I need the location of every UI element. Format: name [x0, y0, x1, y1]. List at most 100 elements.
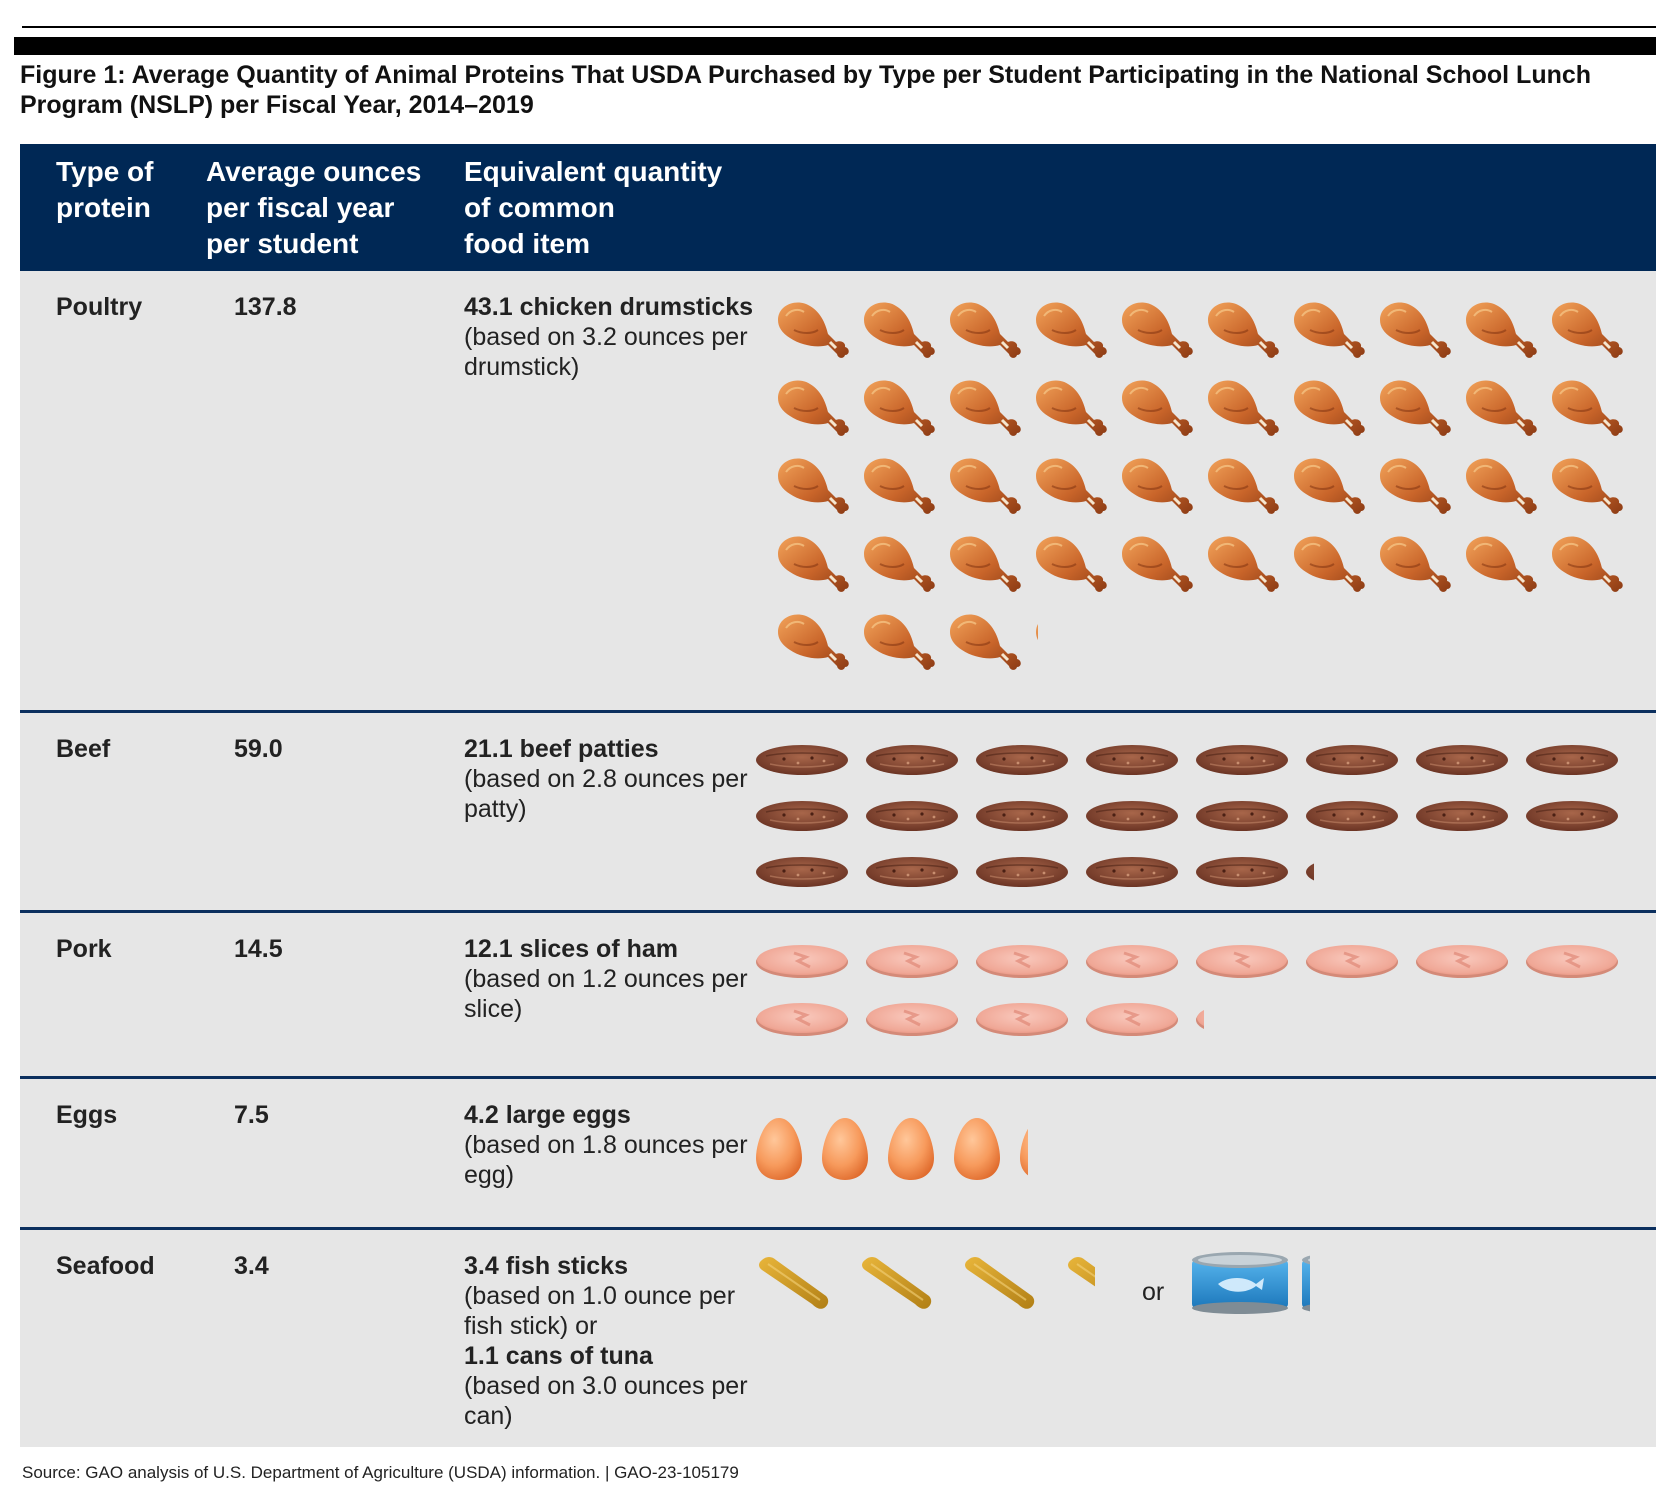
chicken-drumstick-icon	[1202, 296, 1282, 360]
chicken-drumstick-icon	[1460, 296, 1540, 360]
chicken-drumstick-icon	[1202, 530, 1282, 594]
ham-slice-icon	[754, 999, 850, 1039]
chicken-drumstick-icon	[1030, 530, 1110, 594]
egg-icon-grid	[754, 1116, 1154, 1196]
chicken-drumstick-icon	[1030, 608, 1038, 672]
chicken-drumstick-icon	[1202, 374, 1282, 438]
beef-patty-icon	[754, 743, 850, 777]
chicken-drumstick-icon	[1116, 530, 1196, 594]
equivalent-count: 3.4 fish sticks	[464, 1252, 628, 1280]
beef-patty-icon	[1194, 799, 1290, 833]
header-ounces: Average ounces per fiscal year per stude…	[206, 156, 422, 259]
chicken-drumstick-icon	[1030, 452, 1110, 516]
tuna-can-icon-grid	[1190, 1250, 1330, 1330]
chicken-drumstick-icon	[772, 530, 852, 594]
beef-patty-icon	[1084, 855, 1180, 889]
chicken-drumstick-icon	[1374, 296, 1454, 360]
ham-slice-icon	[1304, 941, 1400, 981]
ham-slice-icon	[1194, 999, 1204, 1039]
chicken-drumstick-icon	[944, 530, 1024, 594]
ham-slice-icon	[1084, 941, 1180, 981]
ham-slice-icon	[1084, 999, 1180, 1039]
chicken-drumstick-icon	[944, 452, 1024, 516]
ham-slice-icon	[1414, 941, 1510, 981]
average-ounces: 137.8	[234, 293, 297, 321]
egg-icon	[754, 1116, 804, 1182]
ham-slice-icon	[974, 941, 1070, 981]
chicken-drumstick-icon	[944, 296, 1024, 360]
beef-patty-icon	[1304, 799, 1400, 833]
equivalent-quantity: 3.4 fish sticks (based on 1.0 ounce per …	[464, 1251, 754, 1431]
protein-type: Poultry	[56, 293, 143, 321]
beef-patty-icon	[1304, 743, 1400, 777]
fish-stick-icon	[1063, 1252, 1095, 1312]
patty-icon-grid	[754, 743, 1634, 903]
chicken-drumstick-icon	[1460, 374, 1540, 438]
chicken-drumstick-icon	[858, 530, 938, 594]
tuna-can-icon	[1190, 1250, 1290, 1316]
beef-patty-icon	[1524, 799, 1620, 833]
chicken-drumstick-icon	[1460, 530, 1540, 594]
chicken-drumstick-icon	[1116, 374, 1196, 438]
row-pork: Pork 14.5 12.1 slices of ham (based on 1…	[20, 910, 1656, 1076]
row-eggs: Eggs 7.5 4.2 large eggs (based on 1.8 ou…	[20, 1076, 1656, 1227]
equivalent-basis: (based on 1.8 ounces per egg)	[464, 1131, 748, 1189]
or-label: or	[1142, 1278, 1165, 1306]
chicken-drumstick-icon	[1546, 374, 1626, 438]
source-note: Source: GAO analysis of U.S. Department …	[22, 1463, 739, 1482]
alternative-count: 1.1 cans of tuna	[464, 1342, 653, 1370]
beef-patty-icon	[1194, 743, 1290, 777]
chicken-drumstick-icon	[858, 374, 938, 438]
chicken-drumstick-icon	[772, 608, 852, 672]
equivalent-count: 4.2 large eggs	[464, 1101, 631, 1129]
average-ounces: 3.4	[234, 1252, 269, 1280]
average-ounces: 59.0	[234, 735, 283, 763]
average-ounces: 14.5	[234, 935, 283, 963]
beef-patty-icon	[1084, 799, 1180, 833]
beef-patty-icon	[1084, 743, 1180, 777]
chicken-drumstick-icon	[858, 452, 938, 516]
chicken-drumstick-icon	[1030, 296, 1110, 360]
egg-icon	[886, 1116, 936, 1182]
chicken-drumstick-icon	[772, 452, 852, 516]
average-ounces: 7.5	[234, 1101, 269, 1129]
beef-patty-icon	[864, 855, 960, 889]
figure-title: Figure 1: Average Quantity of Animal Pro…	[20, 61, 1592, 119]
beef-patty-icon	[754, 855, 850, 889]
chicken-drumstick-icon	[1546, 530, 1626, 594]
beef-patty-icon	[974, 855, 1070, 889]
fish-stick-icon	[960, 1252, 1040, 1312]
chicken-drumstick-icon	[1374, 374, 1454, 438]
chicken-drumstick-icon	[1030, 374, 1110, 438]
ham-slice-icon	[864, 999, 960, 1039]
ham-slice-icon	[1194, 941, 1290, 981]
chicken-drumstick-icon	[1460, 452, 1540, 516]
row-beef: Beef 59.0 21.1 beef patties (based on 2.…	[20, 710, 1656, 910]
ham-slice-icon	[864, 941, 960, 981]
protein-type: Eggs	[56, 1101, 118, 1129]
beef-patty-icon	[754, 799, 850, 833]
protein-table: Type of protein Average ounces per fisca…	[20, 144, 1656, 1447]
protein-type: Seafood	[56, 1252, 155, 1280]
table-header: Type of protein Average ounces per fisca…	[20, 144, 1656, 271]
protein-type: Beef	[56, 735, 111, 763]
beef-patty-icon	[1524, 743, 1620, 777]
chicken-drumstick-icon	[1546, 452, 1626, 516]
beef-patty-icon	[1414, 799, 1510, 833]
equivalent-count: 43.1 chicken drumsticks	[464, 293, 754, 321]
chicken-drumstick-icon	[772, 374, 852, 438]
chicken-drumstick-icon	[1116, 452, 1196, 516]
tuna-can-icon	[1300, 1250, 1310, 1316]
chicken-drumstick-icon	[1202, 452, 1282, 516]
egg-icon	[1018, 1116, 1028, 1182]
fish-stick-icon	[857, 1252, 937, 1312]
top-rule	[22, 26, 1656, 28]
chicken-drumstick-icon	[944, 608, 1024, 672]
beef-patty-icon	[1304, 855, 1314, 889]
header-equivalent: Equivalent quantity of common food item	[464, 156, 723, 259]
chicken-drumstick-icon	[858, 608, 938, 672]
egg-icon	[820, 1116, 870, 1182]
chicken-drumstick-icon	[1288, 530, 1368, 594]
beef-patty-icon	[974, 799, 1070, 833]
equivalent-basis: (based on 1.2 ounces per slice)	[464, 965, 748, 1023]
